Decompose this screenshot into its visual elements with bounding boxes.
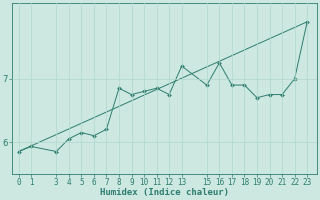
X-axis label: Humidex (Indice chaleur): Humidex (Indice chaleur) — [100, 188, 229, 197]
